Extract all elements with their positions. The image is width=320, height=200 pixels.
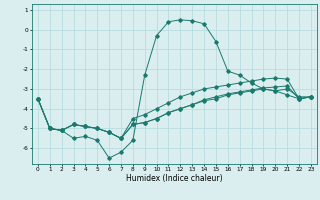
X-axis label: Humidex (Indice chaleur): Humidex (Indice chaleur) [126,174,223,183]
